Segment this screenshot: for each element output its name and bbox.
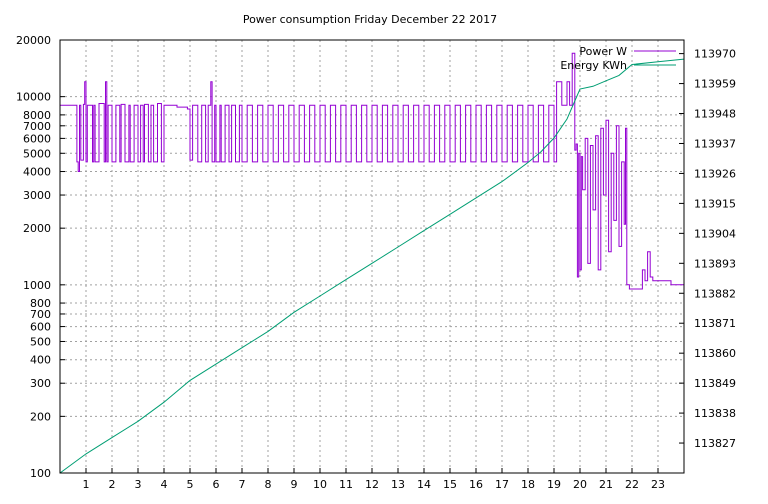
x-tick-label: 14 [417,478,431,491]
y-tick-label: 4000 [23,166,51,179]
x-tick-label: 6 [213,478,220,491]
x-tick-label: 4 [161,478,168,491]
y-tick-label: 6000 [23,132,51,145]
y-tick-label: 300 [30,377,51,390]
y2-tick-label: 113871 [694,317,736,330]
x-tick-label: 17 [495,478,509,491]
x-tick-label: 5 [187,478,194,491]
y2-tick-label: 113915 [694,197,736,210]
y-tick-label: 600 [30,321,51,334]
x-tick-label: 9 [291,478,298,491]
legend-label-0: Power W [579,45,627,58]
x-tick-label: 21 [599,478,613,491]
x-tick-label: 12 [365,478,379,491]
x-tick-label: 7 [239,478,246,491]
y-tick-label: 20000 [16,34,51,47]
y-tick-label: 5000 [23,147,51,160]
y-tick-label: 8000 [23,109,51,122]
y-tick-label: 7000 [23,120,51,133]
series-layer [59,52,685,474]
y2-tick-label: 113959 [694,78,736,91]
x-tick-label: 8 [265,478,272,491]
x-tick-label: 16 [469,478,483,491]
x-tick-label: 22 [625,478,639,491]
x-tick-label: 1 [83,478,90,491]
y2-tick-label: 113860 [694,347,736,360]
x-tick-label: 20 [573,478,587,491]
y-tick-label: 500 [30,335,51,348]
y2-tick-label: 113882 [694,287,736,300]
y2-tick-label: 113893 [694,257,736,270]
y2-tick-label: 113970 [694,48,736,61]
y2-tick-label: 113849 [694,377,736,390]
x-tick-label: 15 [443,478,457,491]
y-tick-label: 1000 [23,279,51,292]
y-tick-label: 200 [30,410,51,423]
y-tick-label: 2000 [23,222,51,235]
y2-tick-label: 113926 [694,167,736,180]
axis-layer: 1 2 3 4 5 6 7 8 9 10 11 12 13 14 15 16 17 18 19 20 21 22 23100… [16,34,736,491]
x-tick-label: 2 [109,478,116,491]
y-tick-label: 100 [30,467,51,480]
x-tick-label: 3 [135,478,142,491]
x-tick-label: 13 [391,478,405,491]
y2-tick-label: 113948 [694,108,736,121]
x-tick-label: 23 [651,478,665,491]
y2-tick-label: 113838 [694,407,736,420]
y2-tick-label: 113827 [694,437,736,450]
y-tick-label: 10000 [16,91,51,104]
x-tick-label: 11 [339,478,353,491]
y2-tick-label: 113937 [694,137,736,150]
y-tick-label: 400 [30,354,51,367]
y-tick-label: 3000 [23,189,51,202]
x-tick-label: 19 [547,478,561,491]
y2-tick-label: 113904 [694,227,736,240]
series-line-1 [59,58,685,474]
y-tick-label: 700 [30,308,51,321]
x-tick-label: 18 [521,478,535,491]
legend-label-1: Energy KWh [560,59,627,72]
series-line-0 [60,52,685,290]
chart-title: Power consumption Friday December 22 201… [243,13,497,26]
y-tick-label: 800 [30,297,51,310]
x-tick-label: 10 [313,478,327,491]
